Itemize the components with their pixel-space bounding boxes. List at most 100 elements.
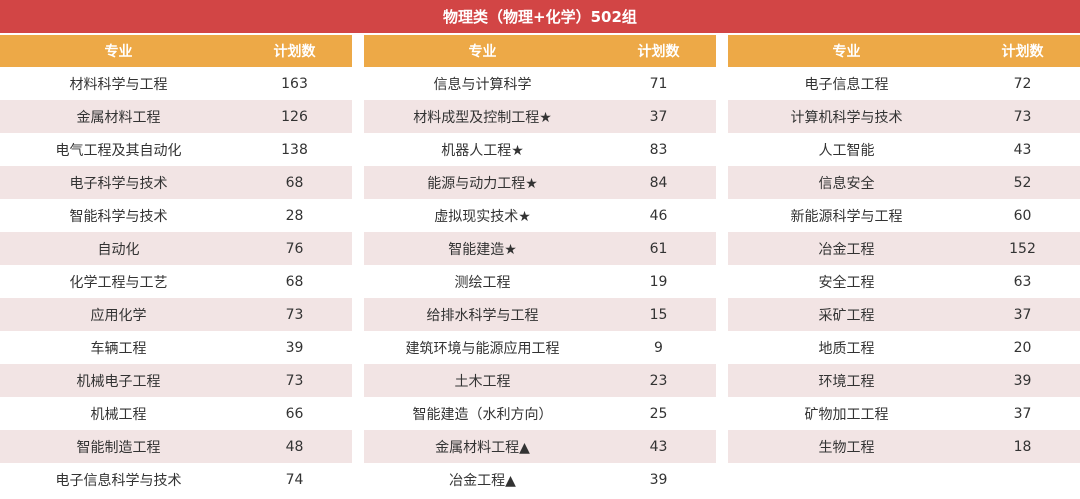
table-row: 智能制造工程 48 [0, 430, 352, 463]
header-major: 专业 [468, 44, 497, 60]
plan-cell: 48 [285, 438, 304, 455]
plan-cell: 43 [1013, 141, 1032, 158]
plan-cell: 71 [649, 75, 668, 92]
plan-cell: 74 [285, 471, 304, 488]
header-plan: 计划数 [273, 44, 316, 60]
major-cell: 采矿工程 [818, 307, 875, 324]
plan-cell: 18 [1013, 438, 1032, 455]
major-cell: 新能源科学与工程 [790, 208, 903, 225]
major-cell: 自动化 [97, 241, 140, 258]
major-cell: 电子信息科学与技术 [55, 472, 182, 489]
major-cell: 信息与计算科学 [433, 76, 532, 93]
plan-cell: 39 [649, 471, 668, 488]
plan-cell: 39 [285, 339, 304, 356]
major-cell: 冶金工程▲ [449, 472, 516, 489]
table-row: 人工智能 43 [728, 133, 1080, 166]
table-row: 冶金工程 152 [728, 232, 1080, 265]
table-row: 机器人工程★ 83 [364, 133, 716, 166]
major-cell: 电子科学与技术 [69, 175, 168, 192]
header-plan: 计划数 [637, 44, 680, 60]
major-cell: 环境工程 [818, 373, 875, 390]
table-row: 机械工程 66 [0, 397, 352, 430]
table-row: 机械电子工程 73 [0, 364, 352, 397]
header-major: 专业 [832, 44, 861, 60]
plan-cell: 20 [1013, 339, 1032, 356]
major-cell: 金属材料工程 [76, 109, 161, 126]
major-cell: 计算机科学与技术 [790, 109, 903, 126]
plan-cell: 83 [649, 141, 668, 158]
table-row: 信息安全 52 [728, 166, 1080, 199]
table-row: 化学工程与工艺 68 [0, 265, 352, 298]
plan-cell: 9 [654, 339, 663, 356]
major-cell: 应用化学 [90, 307, 147, 324]
major-cell: 建筑环境与能源应用工程 [405, 340, 560, 357]
plan-cell: 138 [281, 141, 308, 158]
major-cell: 电气工程及其自动化 [55, 142, 182, 159]
table-row: 智能科学与技术 28 [0, 199, 352, 232]
table-row: 金属材料工程▲ 43 [364, 430, 716, 463]
major-cell: 能源与动力工程★ [427, 175, 538, 192]
plan-cell: 52 [1013, 174, 1032, 191]
header-major: 专业 [104, 44, 133, 60]
table-row: 给排水科学与工程 15 [364, 298, 716, 331]
table-row: 土木工程 23 [364, 364, 716, 397]
major-cell: 电子信息工程 [804, 76, 889, 93]
major-cell: 金属材料工程▲ [435, 439, 530, 456]
table-group-2: 专业 计划数信息与计算科学 71 材料成型及控制工程★ 37 机器人工程★ 83 能源与动力工… [364, 35, 716, 496]
plan-cell: 37 [649, 108, 668, 125]
major-cell: 土木工程 [454, 373, 511, 390]
table-row: 电子信息科学与技术 74 [0, 463, 352, 496]
major-cell: 机器人工程★ [441, 142, 524, 159]
table-row: 测绘工程 19 [364, 265, 716, 298]
major-cell: 机械电子工程 [76, 373, 161, 390]
plan-cell: 37 [1013, 306, 1032, 323]
major-cell: 智能制造工程 [76, 439, 161, 456]
plan-cell: 46 [649, 207, 668, 224]
plan-cell: 72 [1013, 75, 1032, 92]
table-header: 专业 计划数 [728, 35, 1080, 67]
page-title: 物理类（物理+化学）502组 [0, 0, 1080, 33]
table-group-3: 专业 计划数电子信息工程 72 计算机科学与技术 73 人工智能 43 信息安全 52 新能源科学… [728, 35, 1080, 463]
major-cell: 信息安全 [818, 175, 875, 192]
table-row: 信息与计算科学 71 [364, 67, 716, 100]
major-cell: 安全工程 [818, 274, 875, 291]
table-row: 冶金工程▲ 39 [364, 463, 716, 496]
table-row: 虚拟现实技术★ 46 [364, 199, 716, 232]
plan-cell: 68 [285, 273, 304, 290]
table-row: 智能建造★ 61 [364, 232, 716, 265]
plan-cell: 66 [285, 405, 304, 422]
plan-cell: 152 [1009, 240, 1036, 257]
major-cell: 车辆工程 [90, 340, 147, 357]
major-cell: 地质工程 [818, 340, 875, 357]
major-cell: 矿物加工工程 [804, 406, 889, 423]
plan-cell: 84 [649, 174, 668, 191]
major-cell: 给排水科学与工程 [426, 307, 539, 324]
plan-cell: 73 [1013, 108, 1032, 125]
plan-cell: 61 [649, 240, 668, 257]
major-cell: 机械工程 [90, 406, 147, 423]
table-row: 智能建造（水利方向） 25 [364, 397, 716, 430]
table-row: 电子信息工程 72 [728, 67, 1080, 100]
table-row: 自动化 76 [0, 232, 352, 265]
table-row: 安全工程 63 [728, 265, 1080, 298]
table-row: 环境工程 39 [728, 364, 1080, 397]
table-row: 采矿工程 37 [728, 298, 1080, 331]
plan-cell: 25 [649, 405, 668, 422]
table-row: 新能源科学与工程 60 [728, 199, 1080, 232]
plan-cell: 63 [1013, 273, 1032, 290]
plan-cell: 60 [1013, 207, 1032, 224]
plan-cell: 19 [649, 273, 668, 290]
plan-cell: 76 [285, 240, 304, 257]
table-row: 生物工程 18 [728, 430, 1080, 463]
major-cell: 智能建造（水利方向） [412, 406, 553, 423]
plan-cell: 43 [649, 438, 668, 455]
major-cell: 化学工程与工艺 [69, 274, 168, 291]
table-header: 专业 计划数 [0, 35, 352, 67]
major-cell: 测绘工程 [454, 274, 511, 291]
plan-cell: 37 [1013, 405, 1032, 422]
table-row: 建筑环境与能源应用工程 9 [364, 331, 716, 364]
plan-cell: 126 [281, 108, 308, 125]
major-cell: 生物工程 [818, 439, 875, 456]
table-header: 专业 计划数 [364, 35, 716, 67]
table-row: 材料成型及控制工程★ 37 [364, 100, 716, 133]
